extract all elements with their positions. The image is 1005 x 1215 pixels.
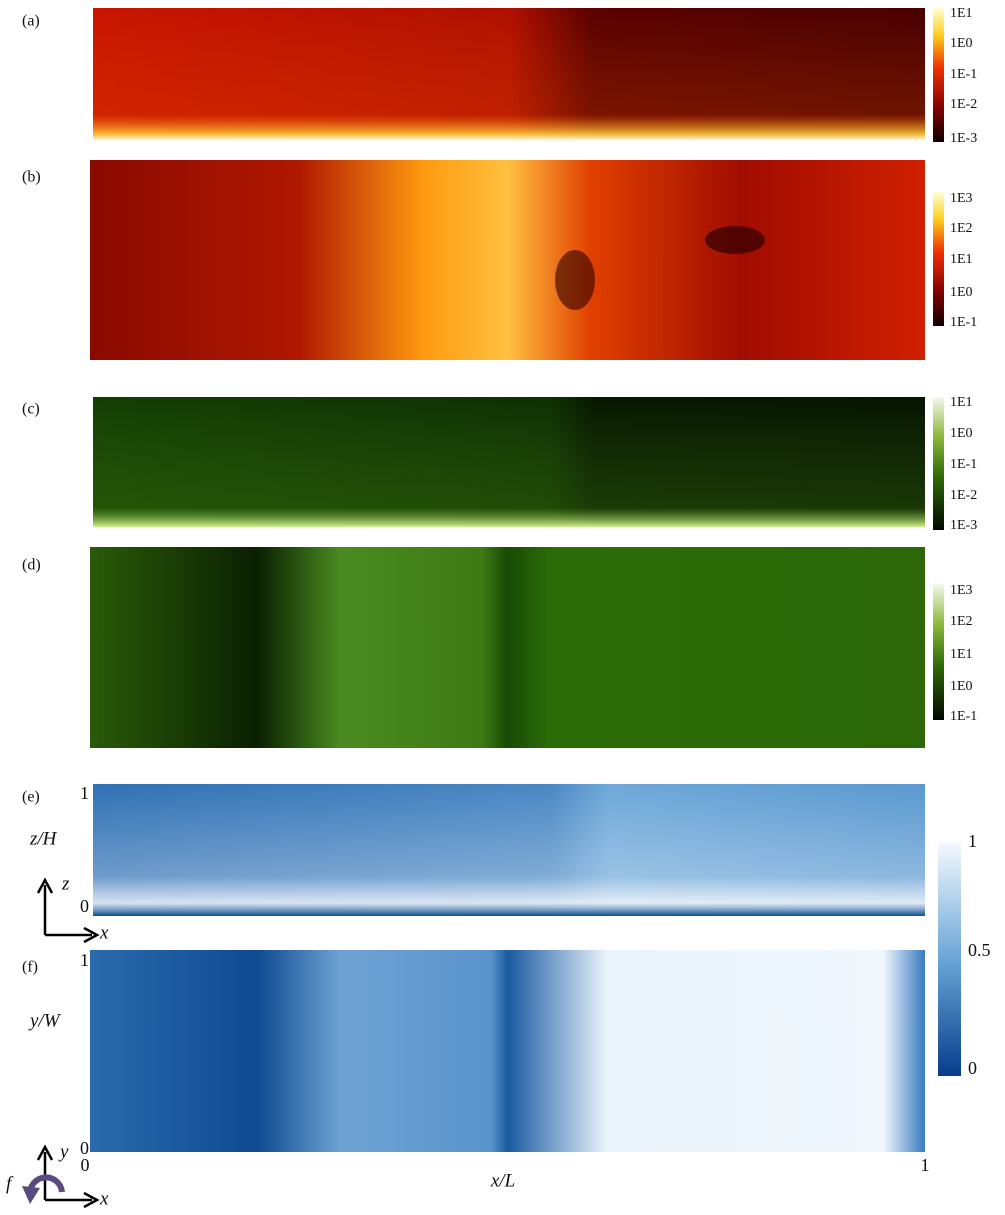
colorbar-tick: 1E0	[950, 679, 973, 694]
arrow	[45, 928, 97, 942]
icon-label: y	[58, 1141, 69, 1162]
field-a-shade	[93, 8, 925, 141]
x-tick: 1	[921, 1155, 930, 1175]
icon-label: x	[99, 922, 109, 943]
colorbar-tick: 1E-2	[950, 488, 977, 503]
colorbar-tick: 1E2	[950, 614, 973, 629]
colorbar-tick: 1E0	[950, 36, 973, 51]
arrow	[45, 1193, 97, 1207]
field-d	[90, 547, 925, 748]
colorbar-tick: 1E0	[950, 285, 973, 300]
colorbar-tick: 1E3	[950, 191, 973, 206]
figure: (a) (b) (c) (d) (e) (f) 1E1 1E0 1E-1 1E-…	[0, 0, 1005, 1210]
colorbar-tick: 1E1	[950, 395, 973, 410]
colorbar	[938, 842, 961, 1076]
arrow	[38, 1147, 52, 1200]
panel-label: (a)	[22, 13, 40, 30]
y-tick: 0	[80, 896, 89, 916]
x-tick: 0	[81, 1155, 90, 1175]
colorbar-tick: 1E-1	[950, 709, 977, 724]
colorbar-tick: 1E1	[950, 647, 973, 662]
colorbar	[933, 397, 944, 530]
colorbar-tick: 0.5	[968, 940, 991, 960]
panel-label: (c)	[22, 401, 40, 418]
panel-label: (d)	[22, 557, 41, 574]
colorbar	[933, 8, 944, 142]
page: {"panels":[{"label":"(a)"},{"label":"(b)…	[0, 0, 1005, 1210]
panel-label: (f)	[22, 959, 38, 976]
colorbar-tick: 1E3	[950, 583, 973, 598]
colorbar-tick: 1E1	[950, 6, 973, 21]
colorbar-tick: 1E0	[950, 426, 973, 441]
colorbar-tick: 1E-3	[950, 518, 977, 533]
field-b-feature	[705, 226, 765, 254]
y-tick: 1	[80, 783, 89, 803]
colorbar-tick: 1E-1	[950, 457, 977, 472]
field-b-feature	[555, 250, 595, 310]
icon-label: f	[6, 1173, 14, 1194]
icon-label: z	[61, 873, 70, 894]
field-c-shade	[93, 397, 925, 527]
colorbar-tick: 1E2	[950, 221, 973, 236]
colorbar-tick: 1E-3	[950, 131, 977, 146]
colorbar-tick: 1E-1	[950, 67, 977, 82]
y-axis-label: z/H	[29, 828, 58, 849]
rotation-arrowhead	[22, 1186, 40, 1204]
colorbar	[933, 584, 944, 720]
panel-label: (b)	[22, 169, 41, 186]
panel-label: (e)	[22, 789, 40, 806]
colorbar-tick: 1	[968, 831, 977, 851]
colorbar-tick: 1E-1	[950, 315, 977, 330]
colorbar-tick: 0	[968, 1058, 977, 1078]
y-tick: 1	[80, 950, 89, 970]
field-e-shade	[93, 784, 925, 916]
colorbar-tick: 1E1	[950, 252, 973, 267]
field-f	[90, 950, 925, 1152]
x-axis-label: x/L	[490, 1170, 515, 1191]
arrow	[38, 880, 52, 935]
field-b	[90, 160, 925, 360]
colorbar	[933, 192, 944, 326]
y-axis-label: y/W	[28, 1010, 62, 1031]
icon-label: x	[99, 1188, 109, 1209]
colorbar-tick: 1E-2	[950, 97, 977, 112]
